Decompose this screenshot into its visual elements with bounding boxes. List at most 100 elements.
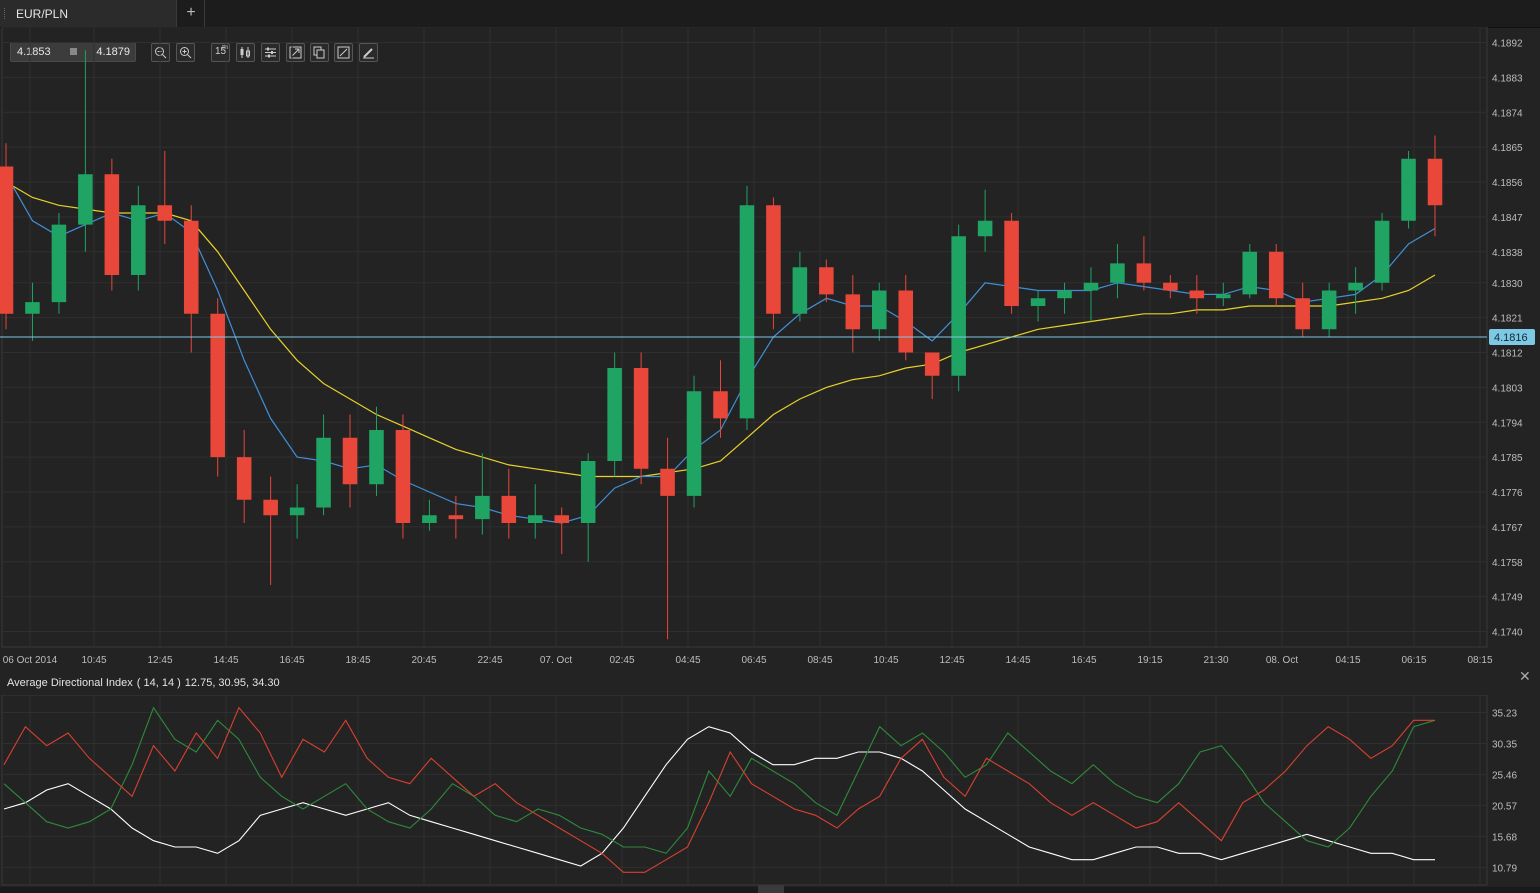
price-tick-label: 4.1874 bbox=[1492, 108, 1523, 119]
candle[interactable] bbox=[633, 352, 649, 485]
close-indicator-icon[interactable]: ✕ bbox=[1519, 668, 1531, 684]
indicator-tick-label: 30.35 bbox=[1492, 739, 1517, 750]
price-tick-label: 4.1749 bbox=[1492, 593, 1523, 604]
time-tick-label: 02:45 bbox=[609, 655, 634, 666]
candle[interactable] bbox=[686, 375, 702, 508]
time-tick-label: 12:45 bbox=[939, 655, 964, 666]
time-tick-label: 07. Oct bbox=[540, 655, 572, 666]
tab-eur-pln[interactable]: EUR/PLN bbox=[0, 0, 177, 27]
candle[interactable] bbox=[554, 507, 569, 555]
candle[interactable] bbox=[1348, 267, 1363, 314]
candle[interactable] bbox=[607, 352, 622, 477]
candle[interactable] bbox=[1136, 236, 1152, 291]
bid-ask-box[interactable]: 4.1853 4.1879 bbox=[10, 42, 136, 62]
candle[interactable] bbox=[1083, 267, 1099, 322]
indicator-tick-label: 10.79 bbox=[1492, 863, 1517, 874]
price-tick-label: 4.1838 bbox=[1492, 248, 1523, 259]
candle[interactable] bbox=[660, 437, 675, 640]
candle-body bbox=[580, 461, 596, 523]
bid-price: 4.1853 bbox=[17, 46, 51, 58]
fullscreen-button[interactable] bbox=[286, 43, 305, 62]
candle-body bbox=[25, 302, 40, 314]
timeframe-button[interactable]: 15 m bbox=[211, 43, 230, 62]
zoom-in-button[interactable] bbox=[176, 43, 195, 62]
candle[interactable] bbox=[1004, 213, 1019, 314]
candle[interactable] bbox=[475, 453, 490, 535]
candle[interactable] bbox=[1057, 282, 1072, 314]
candle-body bbox=[1083, 282, 1099, 291]
candle[interactable] bbox=[25, 282, 40, 341]
candle[interactable] bbox=[1321, 282, 1337, 337]
candle[interactable] bbox=[766, 197, 781, 330]
time-tick-label: 08. Oct bbox=[1266, 655, 1298, 666]
spread-square-icon bbox=[70, 48, 77, 55]
ask-price: 4.1879 bbox=[96, 46, 130, 58]
candle[interactable] bbox=[422, 499, 437, 531]
candle[interactable] bbox=[369, 406, 384, 496]
candle[interactable] bbox=[342, 414, 358, 508]
candle[interactable] bbox=[210, 298, 225, 477]
candle[interactable] bbox=[51, 213, 67, 314]
candle[interactable] bbox=[1401, 151, 1416, 229]
candle[interactable] bbox=[872, 282, 887, 341]
indicator-frame bbox=[1, 695, 1488, 886]
candle[interactable] bbox=[1216, 282, 1231, 306]
candle-body bbox=[924, 352, 940, 376]
draw-line-button[interactable] bbox=[334, 43, 353, 62]
indicators-button[interactable] bbox=[261, 43, 280, 62]
candle[interactable] bbox=[263, 476, 278, 586]
candle-body bbox=[131, 205, 146, 275]
candle[interactable] bbox=[977, 189, 993, 252]
candle-body bbox=[263, 499, 278, 516]
candle[interactable] bbox=[183, 205, 199, 353]
candle[interactable] bbox=[316, 414, 331, 516]
candle[interactable] bbox=[1242, 244, 1258, 299]
candle[interactable] bbox=[236, 430, 252, 523]
candle[interactable] bbox=[580, 453, 596, 562]
candle[interactable] bbox=[1295, 282, 1310, 337]
candle[interactable] bbox=[527, 484, 543, 539]
candle-body bbox=[1163, 282, 1178, 291]
candle[interactable] bbox=[1110, 244, 1125, 299]
candle[interactable] bbox=[739, 185, 755, 430]
candle[interactable] bbox=[289, 484, 305, 539]
adx-chart[interactable]: 35.23 30.35 25.46 20.57 15.68 10.79 bbox=[0, 695, 1540, 887]
price-tick-label: 4.1803 bbox=[1492, 383, 1523, 394]
candle[interactable] bbox=[1374, 213, 1390, 291]
candle[interactable] bbox=[1030, 290, 1046, 322]
candle[interactable] bbox=[924, 352, 940, 400]
candle[interactable] bbox=[448, 495, 464, 539]
add-tab-button[interactable]: + bbox=[178, 0, 205, 27]
panel-resize-handle[interactable] bbox=[758, 885, 784, 893]
indicator-tick-label: 25.46 bbox=[1492, 770, 1517, 781]
pencil-button[interactable] bbox=[359, 43, 378, 62]
candle[interactable] bbox=[78, 50, 93, 252]
candle[interactable] bbox=[1189, 275, 1205, 314]
candle[interactable] bbox=[845, 275, 861, 353]
candle[interactable] bbox=[898, 275, 914, 361]
candle[interactable] bbox=[395, 414, 411, 539]
tab-grip-icon[interactable] bbox=[4, 8, 7, 19]
candle[interactable] bbox=[131, 185, 146, 291]
candle[interactable] bbox=[819, 259, 834, 303]
indicator-label: Average Directional Index( 14, 14 ) 12.75… bbox=[7, 677, 284, 689]
copy-button[interactable] bbox=[310, 43, 329, 62]
time-tick-label: 16:45 bbox=[279, 655, 304, 666]
candle[interactable] bbox=[1163, 275, 1178, 299]
chart-type-button[interactable] bbox=[236, 43, 255, 62]
candlestick-icon bbox=[240, 47, 250, 58]
candle[interactable] bbox=[713, 360, 728, 438]
candle-body bbox=[660, 468, 675, 496]
candle[interactable] bbox=[501, 468, 517, 539]
candle[interactable] bbox=[1427, 135, 1443, 237]
candle[interactable] bbox=[0, 143, 14, 330]
candle[interactable] bbox=[104, 158, 120, 291]
price-chart[interactable]: 4.1892 4.1883 4.1874 4.1865 4.1856 4.1847 4.18… bbox=[0, 27, 1540, 695]
candle[interactable] bbox=[157, 151, 173, 244]
candle[interactable] bbox=[1268, 244, 1284, 306]
candle[interactable] bbox=[792, 251, 808, 322]
expand-icon bbox=[289, 46, 302, 59]
candle-body bbox=[448, 515, 464, 520]
time-tick-label: 18:45 bbox=[345, 655, 370, 666]
candle[interactable] bbox=[951, 224, 966, 392]
